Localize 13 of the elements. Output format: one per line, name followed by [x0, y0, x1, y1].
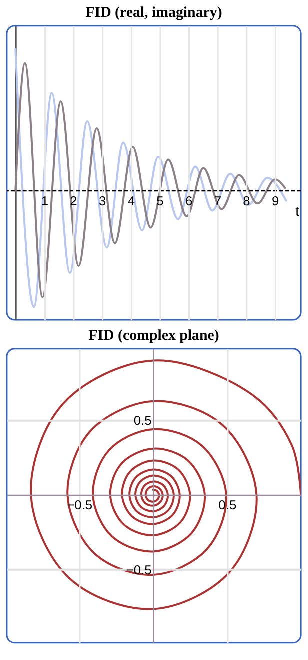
x-tick-label: 3	[99, 193, 106, 208]
x-tick-label: 4	[128, 193, 136, 208]
x-tick-label: 5	[156, 193, 164, 208]
x-tick-label: 7	[214, 193, 222, 208]
x-tick-label: 1	[41, 193, 49, 208]
chart-title: FID (real, imaginary)	[86, 4, 222, 21]
line-series	[30, 360, 302, 610]
x-tick-label: 9	[272, 193, 280, 208]
chart-title: FID (complex plane)	[88, 328, 220, 344]
x-tick-label: 2	[70, 193, 78, 208]
x-tick-label: 8	[243, 193, 250, 208]
x-axis-title: t	[296, 203, 300, 220]
x-tick-label: 6	[186, 193, 193, 208]
